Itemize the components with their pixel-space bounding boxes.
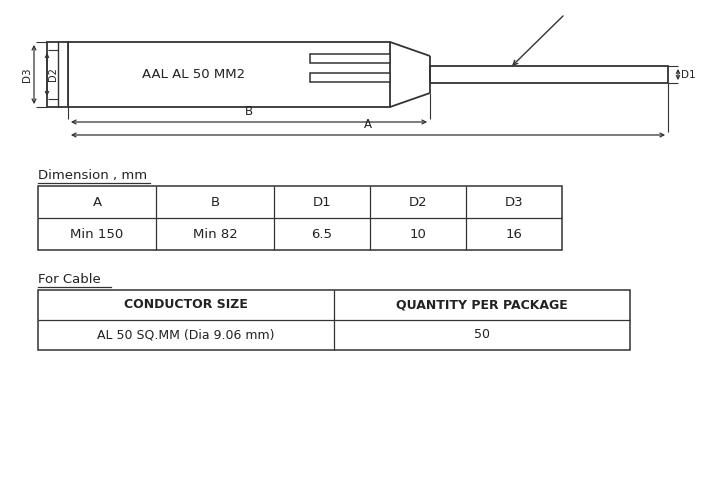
- Bar: [0, 157, 703, 497]
- Text: For Cable: For Cable: [38, 273, 101, 286]
- Text: B: B: [210, 195, 219, 209]
- Text: Min 150: Min 150: [70, 228, 124, 241]
- Text: D1: D1: [313, 195, 331, 209]
- Text: Min 82: Min 82: [193, 228, 238, 241]
- Bar: [310, 54, 390, 63]
- Bar: [310, 73, 390, 82]
- Bar: [430, 66, 668, 83]
- Text: 16: 16: [505, 228, 522, 241]
- Text: D1: D1: [681, 70, 696, 80]
- Bar: [38, 290, 630, 350]
- Text: A: A: [92, 195, 101, 209]
- Text: D3: D3: [22, 67, 32, 82]
- Text: 6.5: 6.5: [311, 228, 333, 241]
- Text: D2: D2: [408, 195, 427, 209]
- Text: Dimension , mm: Dimension , mm: [38, 169, 147, 182]
- Text: CONDUCTOR SIZE: CONDUCTOR SIZE: [124, 299, 248, 312]
- Text: AAL AL 50 MM2: AAL AL 50 MM2: [143, 68, 245, 81]
- Text: QUANTITY PER PACKAGE: QUANTITY PER PACKAGE: [396, 299, 568, 312]
- Text: AL 50 SQ.MM (Dia 9.06 mm): AL 50 SQ.MM (Dia 9.06 mm): [97, 329, 275, 341]
- Text: D3: D3: [505, 195, 523, 209]
- Text: 10: 10: [410, 228, 427, 241]
- Text: D2: D2: [48, 68, 58, 82]
- Text: 50: 50: [474, 329, 490, 341]
- Text: B: B: [245, 105, 253, 118]
- Bar: [0, 0, 703, 157]
- Text: A: A: [364, 118, 372, 131]
- Bar: [68, 42, 390, 107]
- Bar: [38, 186, 562, 250]
- Bar: [47, 42, 68, 107]
